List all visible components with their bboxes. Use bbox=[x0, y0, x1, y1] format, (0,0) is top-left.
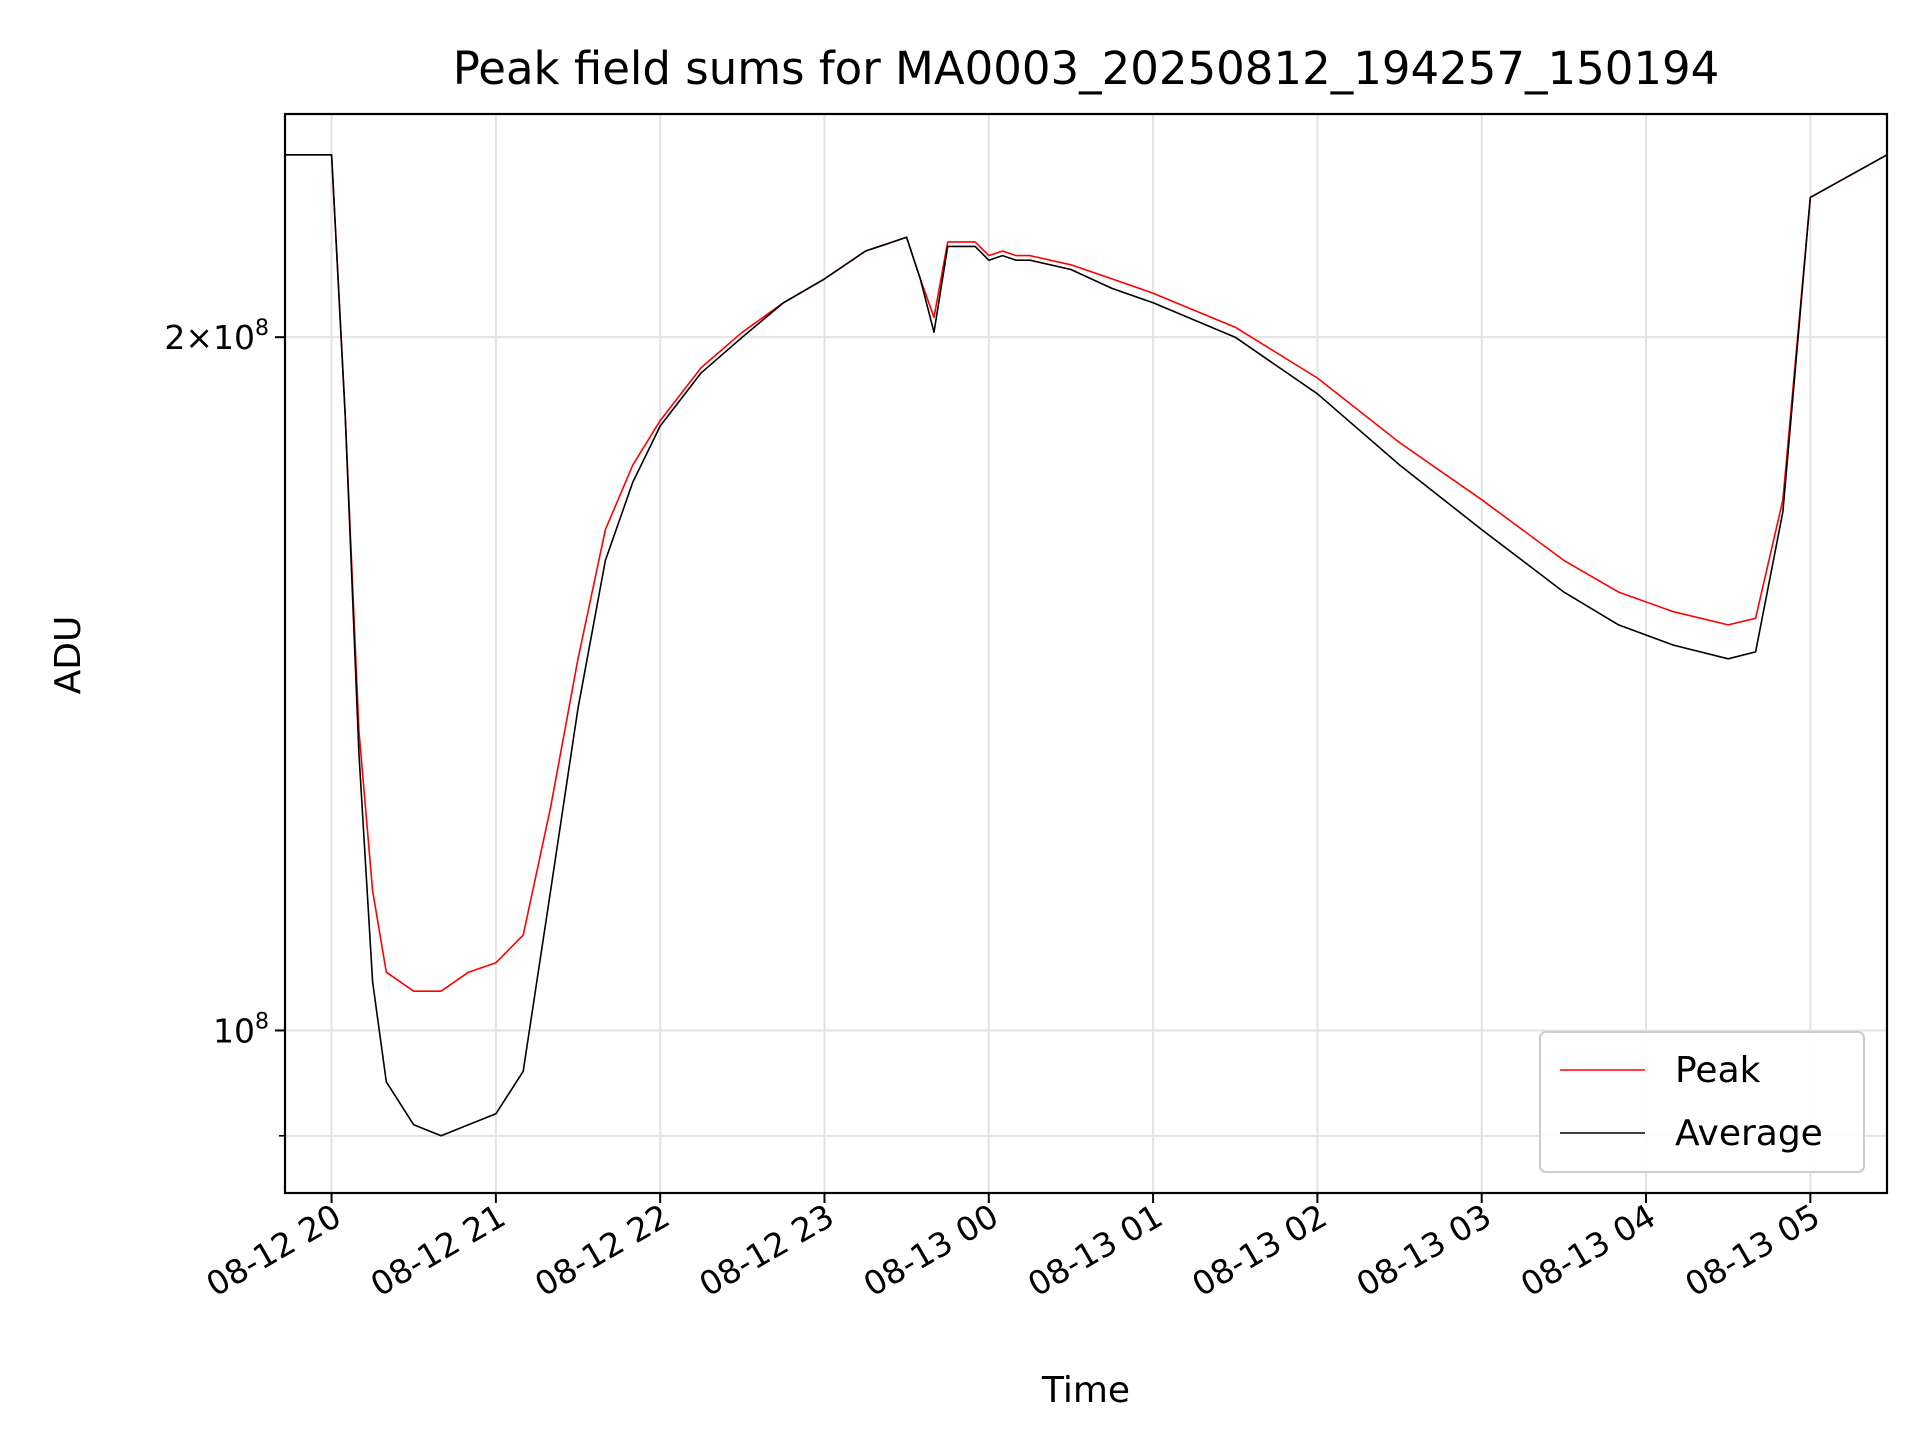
y-tick-label: 108 bbox=[213, 1009, 269, 1050]
x-axis: 08-12 20 08-12 21 08-12 22 08-12 23 08-13 00… bbox=[200, 1193, 1826, 1304]
x-tick-label: 08-13 02 bbox=[1185, 1196, 1333, 1304]
legend-label-peak: Peak bbox=[1675, 1050, 1761, 1091]
x-tick-label: 08-13 05 bbox=[1678, 1196, 1826, 1304]
y-tick-label: 2×108 bbox=[164, 316, 269, 357]
x-tick-label: 08-13 01 bbox=[1021, 1196, 1169, 1304]
legend-label-average: Average bbox=[1675, 1113, 1823, 1154]
x-tick-label: 08-12 23 bbox=[692, 1196, 840, 1304]
x-tick-label: 08-12 21 bbox=[364, 1196, 512, 1304]
y-axis-label: ADU bbox=[48, 616, 89, 695]
x-tick-label: 08-13 04 bbox=[1514, 1196, 1662, 1304]
series-layer bbox=[285, 154, 1888, 1137]
chart-title: Peak field sums for MA0003_20250812_1942… bbox=[453, 42, 1720, 95]
x-axis-label: Time bbox=[1041, 1370, 1130, 1411]
x-tick-label: 08-13 03 bbox=[1350, 1196, 1498, 1304]
x-tick-label: 08-12 20 bbox=[200, 1196, 348, 1304]
plot-frame bbox=[283, 112, 1889, 1195]
x-tick-label: 08-13 00 bbox=[857, 1196, 1005, 1304]
legend-box bbox=[1539, 1031, 1865, 1173]
legend: Peak Average bbox=[1539, 1031, 1865, 1173]
y-axis: 108 2×108 bbox=[164, 316, 285, 1137]
x-tick-label: 08-12 22 bbox=[528, 1196, 676, 1304]
series-line-average bbox=[285, 154, 1888, 1137]
series-line-peak bbox=[285, 154, 1888, 992]
